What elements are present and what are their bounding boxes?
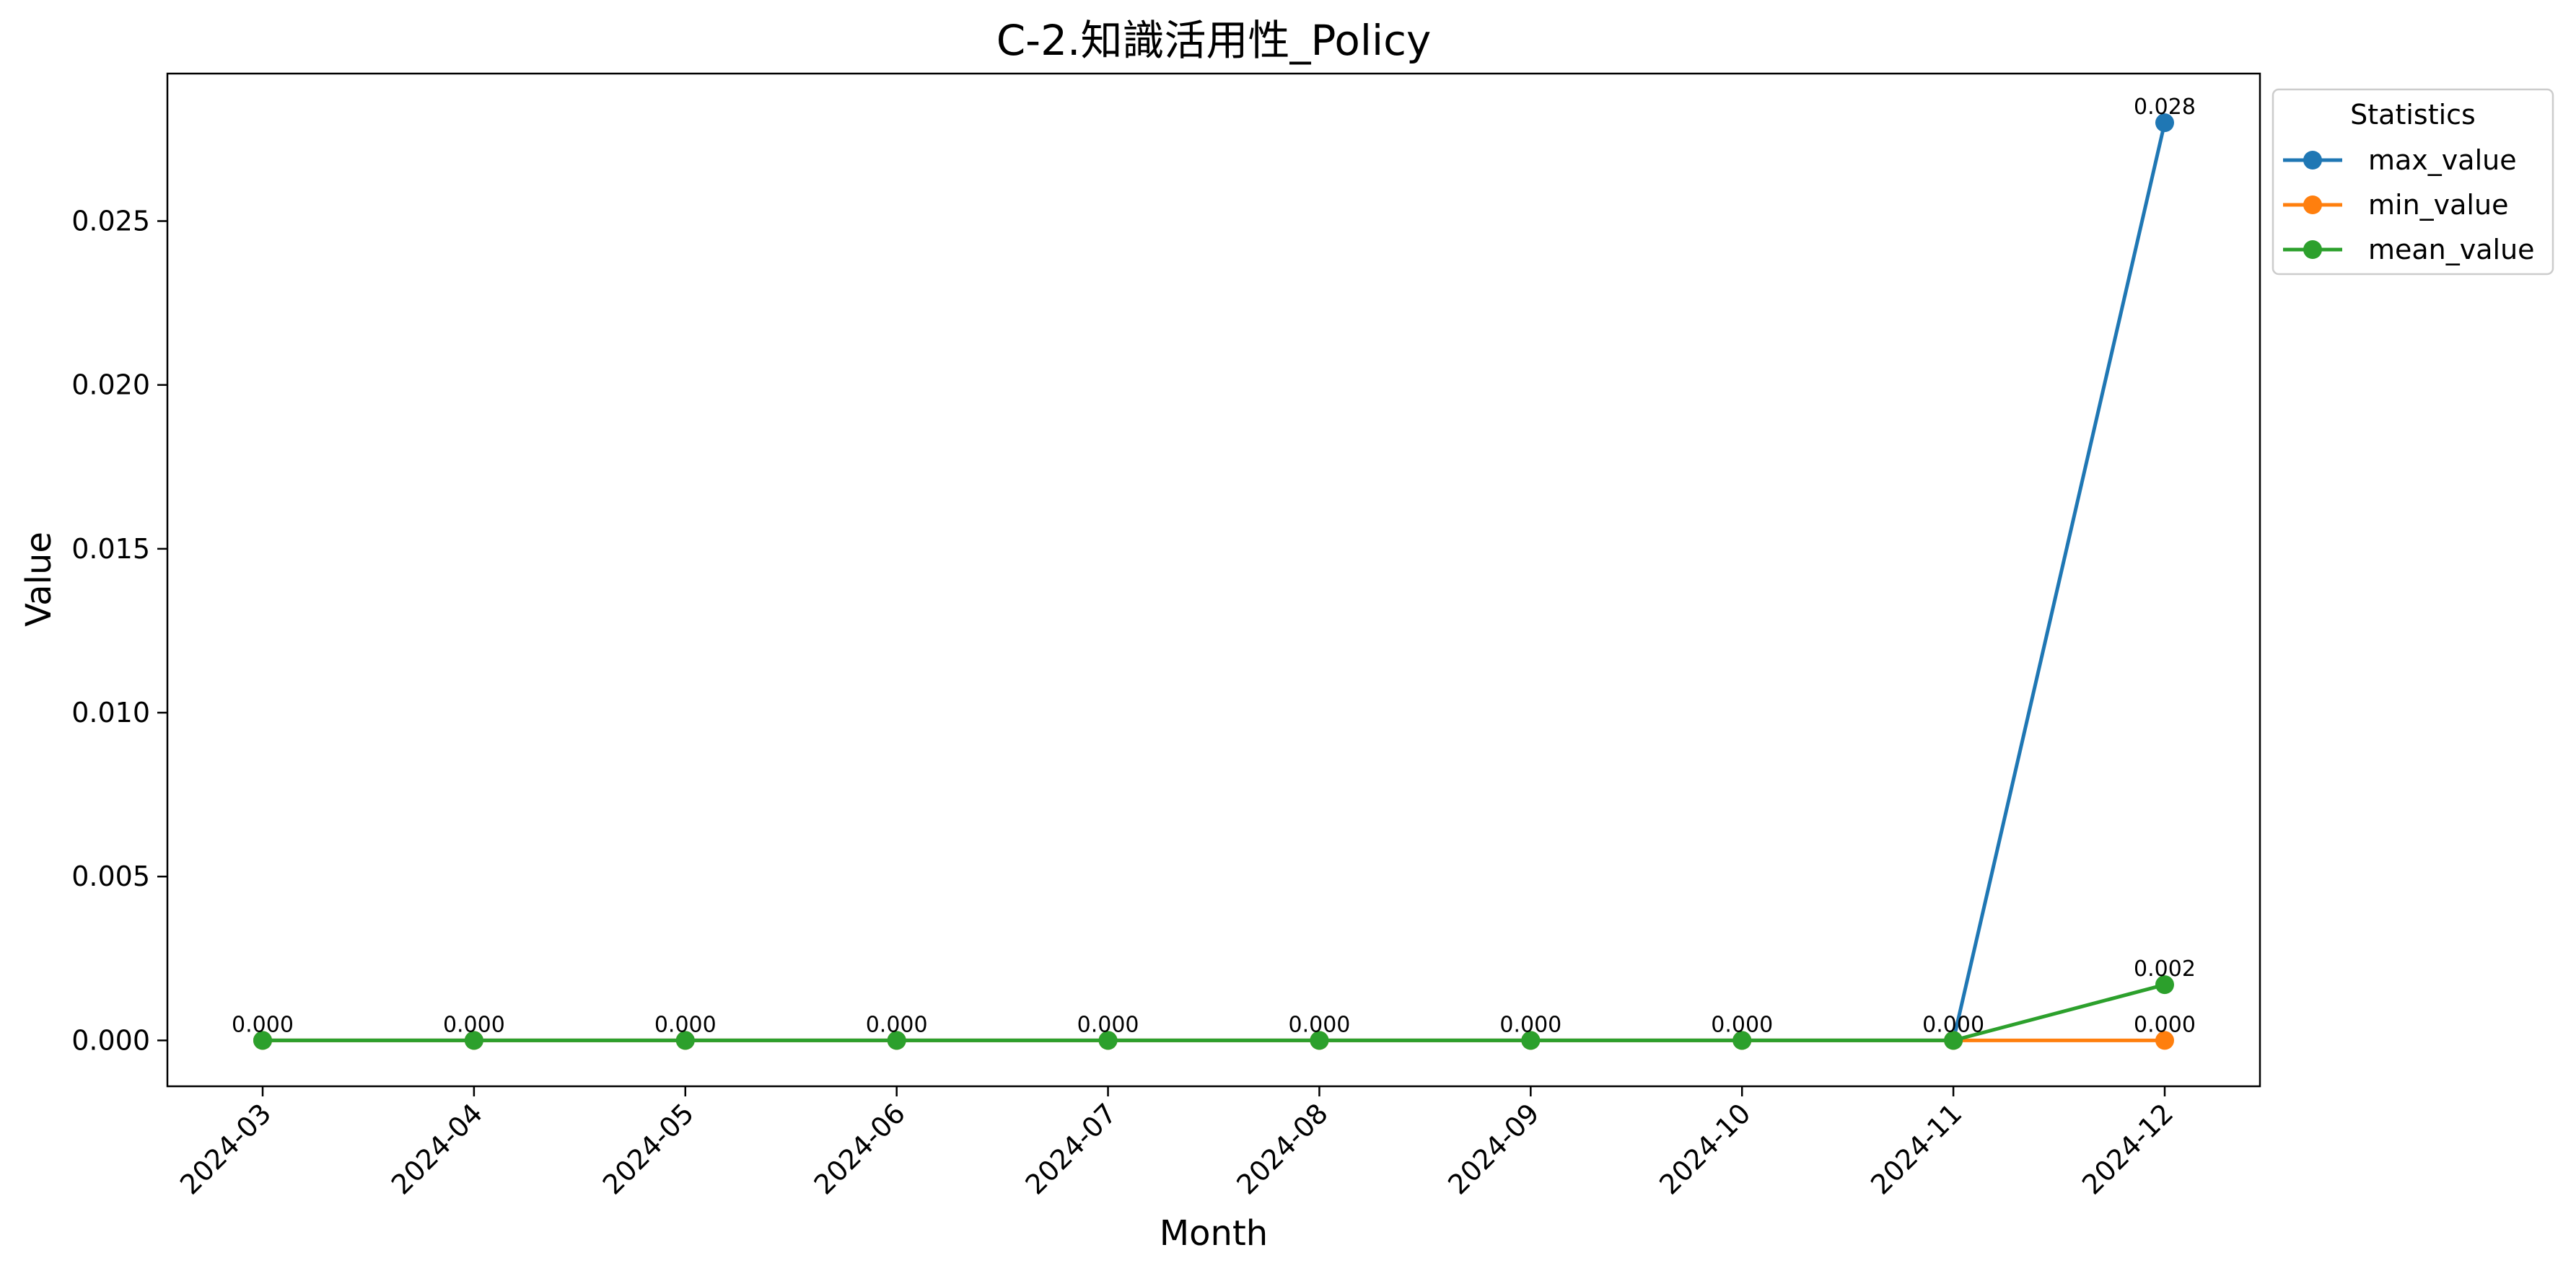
legend: Statistics max_value min_value mean_value [2271,88,2554,276]
data-point-mean-value [1944,1031,1963,1050]
x-tick-label: 2024-03 [174,1097,277,1200]
data-label-mean-value: 0.000 [1711,1012,1773,1037]
data-point-mean-value [2155,975,2174,995]
plot-area: 0.000 0.005 0.010 0.015 0.020 0.025 2024-03 202… [71,72,2261,1201]
y-tick-label: 0.005 [71,861,150,892]
x-tick-label: 2024-12 [2076,1097,2179,1200]
data-label-mean-value: 0.000 [1288,1012,1350,1037]
legend-entry-mean-value: mean_value [2368,234,2535,265]
x-tick-label: 2024-10 [1653,1097,1756,1200]
series-line-max-value [263,122,2167,1042]
data-point-mean-value [253,1031,272,1050]
plot-frame [166,72,2261,1088]
data-label-max-value: 0.028 [2134,94,2196,120]
y-tick-label: 0.015 [71,533,150,565]
legend-marker-max-value [2303,151,2322,170]
data-label-mean-value: 0.000 [1077,1012,1139,1037]
y-axis-label: Value [19,532,59,627]
x-tick-label: 2024-11 [1865,1097,1968,1200]
data-label-mean-value: 0.000 [1499,1012,1561,1037]
data-label-mean-value: 0.000 [1922,1012,1984,1037]
x-tick-label: 2024-04 [385,1097,489,1200]
legend-marker-mean-value [2303,240,2322,259]
x-tick-label: 2024-09 [1442,1097,1545,1200]
data-label-mean-value: 0.000 [866,1012,928,1037]
data-label-min-value: 0.000 [2134,1012,2196,1037]
y-tick-label: 0.025 [71,205,150,237]
chart-title: C-2.知識活用性_Policy [996,16,1432,65]
data-label-mean-value: 0.000 [232,1012,294,1037]
data-point-mean-value [1310,1031,1329,1050]
x-axis-label: Month [1160,1213,1268,1254]
y-tick-label: 0.020 [71,369,150,401]
data-point-mean-value [1732,1031,1752,1050]
legend-marker-min-value [2303,195,2322,214]
x-tick-label: 2024-07 [1020,1097,1123,1200]
series-line-mean-value [263,982,2165,1042]
legend-title: Statistics [2350,99,2476,131]
data-point-mean-value [675,1031,695,1050]
x-tick-label: 2024-05 [597,1097,700,1200]
data-point-max-value [2155,113,2174,133]
data-label-mean-value: 0.000 [654,1012,717,1037]
y-tick-label: 0.010 [71,697,150,729]
data-point-mean-value [464,1031,483,1050]
legend-entry-min-value: min_value [2368,189,2508,221]
data-point-mean-value [1521,1031,1541,1050]
legend-box [2271,88,2554,276]
x-tick-label: 2024-06 [808,1097,911,1200]
legend-entry-max-value: max_value [2368,144,2517,176]
data-label-mean-value: 0.002 [2134,956,2196,982]
y-tick-label: 0.000 [71,1024,150,1056]
x-tick-label: 2024-08 [1230,1097,1333,1200]
data-point-mean-value [1098,1031,1118,1050]
data-label-mean-value: 0.000 [443,1012,505,1037]
data-point-min-value [2155,1031,2174,1050]
data-point-mean-value [887,1031,906,1050]
